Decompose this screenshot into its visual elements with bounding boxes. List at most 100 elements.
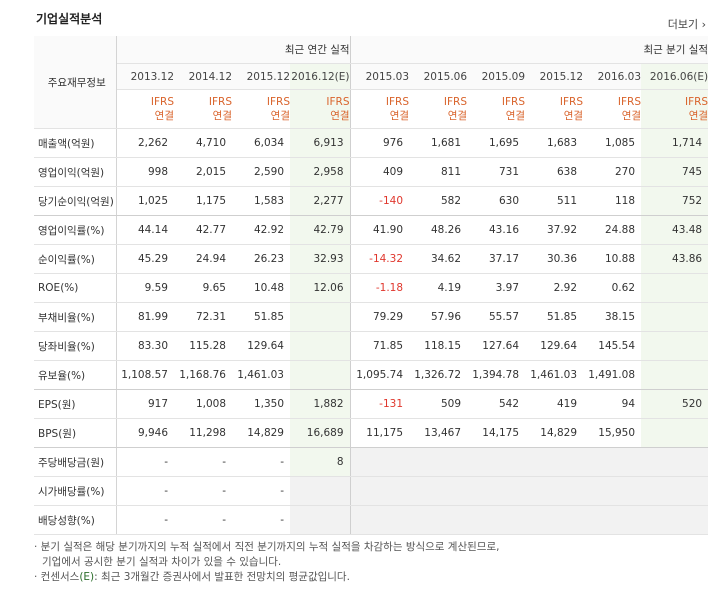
row-label: 영업이익(억원) xyxy=(34,157,117,187)
cell-value: 1,108.57 xyxy=(116,360,174,390)
ifrs-header: IFRS 연결 xyxy=(525,89,584,129)
annual-group-header: 최근 연간 실적 xyxy=(116,36,351,64)
cell-value: 509 xyxy=(409,389,468,419)
cell-value xyxy=(641,302,709,332)
table-row: ROE(%) 9.59 9.65 10.48 12.06 -1.18 4.19 3.97 2.9… xyxy=(34,273,709,303)
cell-value xyxy=(583,476,642,506)
cell-value: 6,034 xyxy=(232,128,290,158)
row-header-label: 주요재무정보 xyxy=(34,36,117,129)
cell-value: 14,829 xyxy=(525,418,584,448)
cell-value: - xyxy=(232,505,290,535)
cell-value: 731 xyxy=(467,157,526,187)
cell-value: 2,958 xyxy=(290,157,351,187)
cell-value: 32.93 xyxy=(290,244,351,274)
cell-value: - xyxy=(232,447,290,477)
ifrs-header: IFRS 연결 xyxy=(349,89,410,129)
note-line: 기업에서 공시한 분기 실적과 차이가 있을 수 있습니다. xyxy=(42,556,282,568)
cell-value: 1,583 xyxy=(232,186,290,216)
cell-value xyxy=(290,331,351,361)
cell-value xyxy=(525,505,584,535)
cell-value xyxy=(290,302,351,332)
cell-value: 45.29 xyxy=(116,244,174,274)
cell-value xyxy=(583,447,642,477)
cell-value xyxy=(467,447,526,477)
cell-value: 10.48 xyxy=(232,273,290,303)
cell-value: 24.88 xyxy=(583,215,642,245)
row-label: BPS(원) xyxy=(34,418,117,448)
cell-value: 81.99 xyxy=(116,302,174,332)
cell-value: 129.64 xyxy=(232,331,290,361)
cell-value: 118.15 xyxy=(409,331,468,361)
cell-value: 419 xyxy=(525,389,584,419)
cell-value xyxy=(641,505,709,535)
row-label: 매출액(억원) xyxy=(34,128,117,158)
cell-value: 1,175 xyxy=(174,186,232,216)
cell-value xyxy=(290,476,351,506)
table-row: 시가배당률(%) - - - xyxy=(34,476,709,506)
cell-value: 752 xyxy=(641,186,709,216)
table-row: 유보율(%) 1,108.57 1,168.76 1,461.03 1,095.74 1,… xyxy=(34,360,709,390)
cell-value: 8 xyxy=(290,447,351,477)
more-link[interactable]: 더보기 › xyxy=(667,18,706,31)
table-row: BPS(원) 9,946 11,298 14,829 16,689 11,175 13,46… xyxy=(34,418,709,448)
section-title: 기업실적분석 xyxy=(36,12,103,26)
ifrs-header: IFRS 연결 xyxy=(174,89,232,129)
cell-value: 72.31 xyxy=(174,302,232,332)
period-header: 2015.12 xyxy=(525,63,584,90)
cell-value: - xyxy=(232,476,290,506)
cell-value: 127.64 xyxy=(467,331,526,361)
row-label: 유보율(%) xyxy=(34,360,117,390)
cell-value: - xyxy=(174,476,232,506)
cell-value: 917 xyxy=(116,389,174,419)
row-label: 당좌비율(%) xyxy=(34,331,117,361)
cell-value: - xyxy=(116,476,174,506)
ifrs-header: IFRS 연결 xyxy=(583,89,642,129)
cell-value: 1,085 xyxy=(583,128,642,158)
cell-value: 51.85 xyxy=(525,302,584,332)
cell-value: 41.90 xyxy=(349,215,410,245)
cell-value: 55.57 xyxy=(467,302,526,332)
cell-value: 42.92 xyxy=(232,215,290,245)
cell-value: 582 xyxy=(409,186,468,216)
cell-value xyxy=(583,505,642,535)
cell-value: 94 xyxy=(583,389,642,419)
row-label: ROE(%) xyxy=(34,273,117,303)
cell-value xyxy=(641,331,709,361)
cell-value: 638 xyxy=(525,157,584,187)
cell-value: 1,461.03 xyxy=(525,360,584,390)
cell-value xyxy=(349,476,410,506)
cell-value: 16,689 xyxy=(290,418,351,448)
cell-value: - xyxy=(174,505,232,535)
cell-value: 42.77 xyxy=(174,215,232,245)
cell-value: 270 xyxy=(583,157,642,187)
cell-value xyxy=(409,476,468,506)
cell-value: 1,695 xyxy=(467,128,526,158)
cell-value: 26.23 xyxy=(232,244,290,274)
cell-value: 48.26 xyxy=(409,215,468,245)
cell-value: 1,491.08 xyxy=(583,360,642,390)
cell-value xyxy=(641,447,709,477)
cell-value: 2,262 xyxy=(116,128,174,158)
cell-value: 3.97 xyxy=(467,273,526,303)
period-header: 2013.12 xyxy=(116,63,174,90)
period-header: 2016.03 xyxy=(583,63,642,90)
cell-value: 2,277 xyxy=(290,186,351,216)
table-row: EPS(원) 917 1,008 1,350 1,882 -131 509 542 419 94 5… xyxy=(34,389,709,419)
cell-value xyxy=(525,447,584,477)
note-line: · 컨센서스(E): 최근 3개월간 증권사에서 발표한 전망치의 평균값입니다… xyxy=(34,571,350,583)
financial-table: 주요재무정보 최근 연간 실적 최근 분기 실적 2013.12 2014.12 2… xyxy=(34,36,709,535)
cell-value: 9,946 xyxy=(116,418,174,448)
period-header: 2014.12 xyxy=(174,63,232,90)
cell-value: 24.94 xyxy=(174,244,232,274)
cell-value: 37.17 xyxy=(467,244,526,274)
cell-value: 129.64 xyxy=(525,331,584,361)
cell-value: 44.14 xyxy=(116,215,174,245)
cell-value: 4.19 xyxy=(409,273,468,303)
table-row: 영업이익률(%) 44.14 42.77 42.92 42.79 41.90 48.26 43… xyxy=(34,215,709,245)
ifrs-header: IFRS 연결 xyxy=(232,89,290,129)
row-label: 순이익률(%) xyxy=(34,244,117,274)
table-row: 배당성향(%) - - - xyxy=(34,505,709,535)
cell-value: 1,168.76 xyxy=(174,360,232,390)
cell-value: 83.30 xyxy=(116,331,174,361)
cell-value: 2,590 xyxy=(232,157,290,187)
